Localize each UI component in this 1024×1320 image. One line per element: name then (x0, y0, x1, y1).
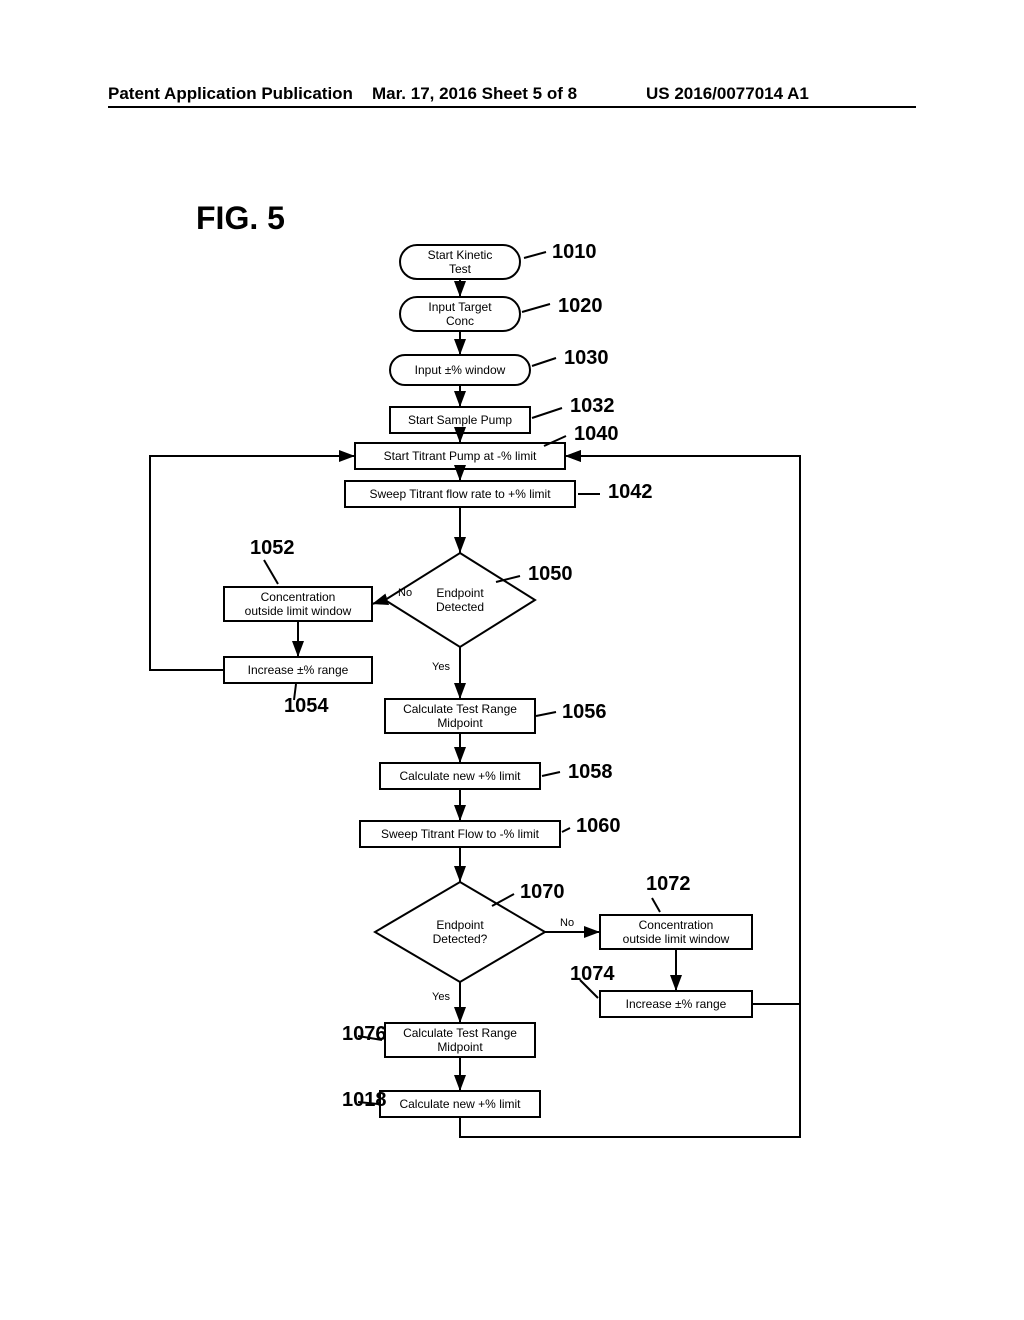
svg-text:No: No (398, 587, 412, 599)
svg-text:Input Target: Input Target (428, 300, 492, 314)
svg-text:1018: 1018 (342, 1089, 387, 1111)
svg-text:Start Kinetic: Start Kinetic (428, 248, 493, 262)
svg-text:1030: 1030 (564, 347, 609, 369)
svg-text:1040: 1040 (574, 423, 619, 445)
svg-text:1052: 1052 (250, 537, 295, 559)
page: Patent Application Publication Mar. 17, … (0, 0, 1024, 1320)
svg-text:Calculate Test Range: Calculate Test Range (403, 702, 517, 716)
svg-text:1070: 1070 (520, 881, 565, 903)
svg-text:Input ±% window: Input ±% window (415, 363, 506, 377)
svg-text:Start Titrant Pump at -% limit: Start Titrant Pump at -% limit (384, 449, 537, 463)
svg-text:1042: 1042 (608, 481, 653, 503)
svg-text:Concentration: Concentration (639, 918, 714, 932)
svg-text:Test: Test (449, 262, 472, 276)
svg-text:Conc: Conc (446, 314, 474, 328)
svg-text:Endpoint: Endpoint (436, 586, 484, 600)
svg-text:Calculate Test Range: Calculate Test Range (403, 1026, 517, 1040)
svg-text:Concentration: Concentration (261, 590, 336, 604)
svg-text:Increase ±% range: Increase ±% range (626, 997, 727, 1011)
svg-text:Start Sample Pump: Start Sample Pump (408, 413, 512, 427)
svg-text:Sweep Titrant flow rate to +%: Sweep Titrant flow rate to +% limit (369, 487, 551, 501)
svg-text:1074: 1074 (570, 963, 615, 985)
svg-text:Calculate new +% limit: Calculate new +% limit (399, 769, 521, 783)
svg-text:outside limit window: outside limit window (623, 932, 730, 946)
svg-text:Midpoint: Midpoint (437, 716, 483, 730)
svg-text:Detected: Detected (436, 600, 484, 614)
svg-text:Midpoint: Midpoint (437, 1040, 483, 1054)
svg-text:No: No (560, 917, 574, 929)
svg-text:1010: 1010 (552, 241, 597, 263)
svg-text:Increase ±% range: Increase ±% range (248, 663, 349, 677)
svg-text:Calculate new +% limit: Calculate new +% limit (399, 1097, 521, 1111)
svg-text:Detected?: Detected? (433, 932, 488, 946)
svg-text:1060: 1060 (576, 815, 621, 837)
svg-text:1050: 1050 (528, 563, 573, 585)
svg-text:1056: 1056 (562, 701, 607, 723)
svg-text:Sweep Titrant Flow to -% limit: Sweep Titrant Flow to -% limit (381, 827, 540, 841)
svg-text:1032: 1032 (570, 395, 615, 417)
svg-text:1058: 1058 (568, 761, 613, 783)
svg-text:Endpoint: Endpoint (436, 918, 484, 932)
svg-text:Yes: Yes (432, 991, 450, 1003)
svg-text:1054: 1054 (284, 695, 329, 717)
svg-text:Yes: Yes (432, 661, 450, 673)
flowchart: Start KineticTest Input TargetConc Input ±… (0, 0, 1024, 1320)
svg-text:1020: 1020 (558, 295, 603, 317)
svg-text:outside limit window: outside limit window (245, 604, 352, 618)
svg-text:1072: 1072 (646, 873, 691, 895)
svg-text:1076: 1076 (342, 1023, 387, 1045)
